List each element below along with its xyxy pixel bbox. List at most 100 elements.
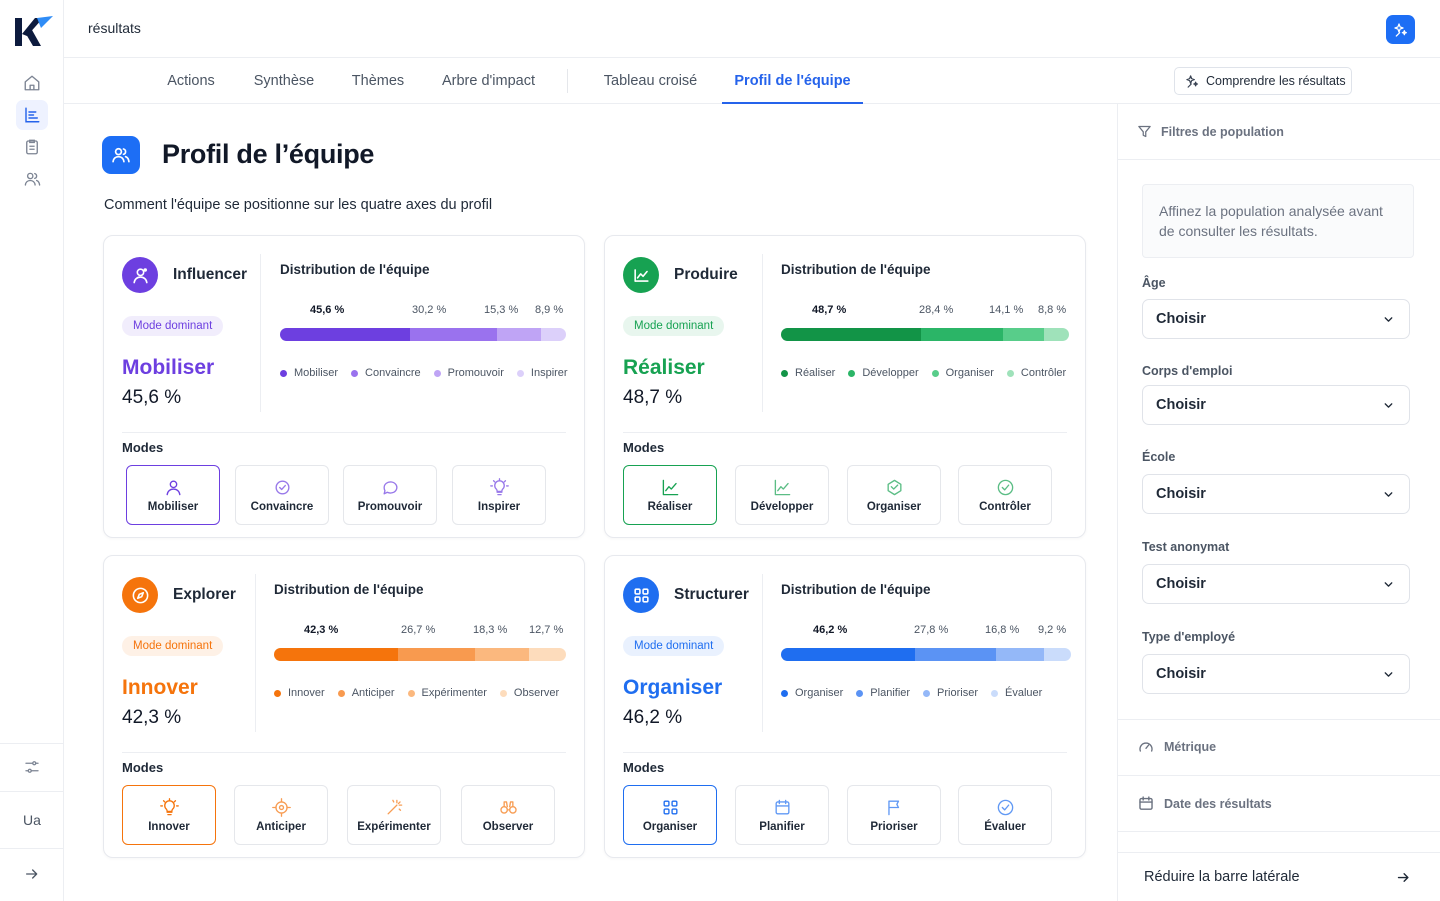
- rail-divider: [0, 791, 63, 792]
- app-logo[interactable]: [11, 14, 53, 50]
- rail-divider: [0, 848, 63, 849]
- distribution-segment-anticiper: [397, 648, 476, 661]
- dominant-badge: Mode dominant: [122, 316, 224, 336]
- mode-button-inspirer[interactable]: Inspirer: [452, 465, 546, 525]
- filter-age-value: Choisir: [1156, 311, 1206, 327]
- dominant-badge: Mode dominant: [623, 636, 725, 656]
- filter-anonymat-select[interactable]: Choisir: [1142, 564, 1410, 604]
- badge-icon: [274, 479, 290, 495]
- distribution-label: 42,3 %: [304, 624, 339, 636]
- rail-users-icon[interactable]: [16, 164, 48, 194]
- chevron-down-icon: [1384, 402, 1393, 408]
- profile-card-explorer: Explorer Mode dominant Innover 42,3 % Distri…: [103, 555, 585, 858]
- legend-label: Organiser: [945, 367, 994, 379]
- card-divider: [762, 574, 763, 732]
- legend-item: Contrôler: [1006, 367, 1066, 379]
- date-section[interactable]: Date des résultats: [1137, 795, 1272, 812]
- tab-themes[interactable]: Thèmes: [351, 73, 405, 89]
- mode-button-organiser[interactable]: Organiser: [847, 465, 941, 525]
- mode-button-observer[interactable]: Observer: [461, 785, 555, 845]
- mode-button-réaliser[interactable]: Réaliser: [623, 465, 717, 525]
- tab-divider: [567, 69, 568, 93]
- distribution-segment-observer: [528, 648, 566, 661]
- filter-type-select[interactable]: Choisir: [1142, 654, 1410, 694]
- card-divider: [623, 432, 1067, 433]
- comprendre-resultats-button[interactable]: Comprendre les résultats: [1174, 67, 1352, 95]
- sidebar-divider: [1117, 104, 1118, 901]
- rail-home-icon[interactable]: [16, 68, 48, 98]
- distribution-bar: [781, 328, 1069, 341]
- axis-name: Produire: [674, 266, 738, 283]
- mode-button-contrôler[interactable]: Contrôler: [958, 465, 1052, 525]
- filter-age-select[interactable]: Choisir: [1142, 299, 1410, 339]
- sidebar-divider: [1118, 831, 1440, 832]
- mode-button-innover[interactable]: Innover: [122, 785, 216, 845]
- card-divider: [762, 254, 763, 412]
- distribution-legend: Innover Anticiper Expérimenter Observer: [274, 687, 559, 699]
- metric-label: Métrique: [1164, 740, 1217, 754]
- distribution-label: 15,3 %: [484, 304, 519, 316]
- tab-actions[interactable]: Actions: [167, 73, 215, 89]
- arrow-right-icon[interactable]: [1396, 870, 1411, 885]
- mode-button-développer[interactable]: Développer: [735, 465, 829, 525]
- dominant-mode: Réaliser: [623, 356, 705, 379]
- rail-divider: [0, 743, 63, 744]
- user-avatar[interactable]: Ua: [23, 812, 41, 828]
- filter-ecole-select[interactable]: Choisir: [1142, 474, 1410, 514]
- mode-button-évaluer[interactable]: Évaluer: [958, 785, 1052, 845]
- mode-button-expérimenter[interactable]: Expérimenter: [347, 785, 441, 845]
- filters-hint: Affinez la population analysée avant de …: [1142, 184, 1414, 258]
- collapse-sidebar-button[interactable]: Réduire la barre latérale: [1144, 869, 1300, 885]
- tab-tableau-croise[interactable]: Tableau croisé: [603, 73, 698, 89]
- mode-button-prioriser[interactable]: Prioriser: [847, 785, 941, 845]
- distribution-label: 14,1 %: [989, 304, 1024, 316]
- profile-card-influencer: Influencer Mode dominant Mobiliser 45,6 % Di…: [103, 235, 585, 538]
- distribution-segment-prioriser: [995, 648, 1045, 661]
- mode-button-mobiliser[interactable]: Mobiliser: [126, 465, 220, 525]
- rail-expand-icon[interactable]: [16, 859, 48, 889]
- filter-corps-select[interactable]: Choisir: [1142, 385, 1410, 425]
- distribution-label: 45,6 %: [310, 304, 345, 316]
- rail-results-icon[interactable]: [16, 100, 48, 130]
- legend-item: Anticiper: [337, 687, 395, 699]
- legend-label: Innover: [288, 687, 325, 699]
- filters-header[interactable]: Filtres de population: [1137, 124, 1284, 139]
- mode-button-anticiper[interactable]: Anticiper: [234, 785, 328, 845]
- binoculars-icon: [499, 800, 517, 814]
- mode-button-convaincre[interactable]: Convaincre: [235, 465, 329, 525]
- mode-button-organiser[interactable]: Organiser: [623, 785, 717, 845]
- legend-label: Développer: [862, 367, 919, 379]
- rail-settings-icon[interactable]: [16, 752, 48, 782]
- distribution-bar: [274, 648, 566, 661]
- metric-section[interactable]: Métrique: [1137, 739, 1216, 755]
- legend-dot: [516, 369, 524, 377]
- distribution-segment-inspirer: [540, 328, 566, 341]
- grid-icon: [662, 799, 678, 815]
- flag-icon: [887, 799, 899, 815]
- ai-assistant-button[interactable]: [1386, 15, 1415, 44]
- distribution-label: 30,2 %: [412, 304, 447, 316]
- legend-dot: [931, 369, 939, 377]
- tab-arbre-impact[interactable]: Arbre d'impact: [441, 73, 536, 89]
- distribution-segment-évaluer: [1044, 648, 1071, 661]
- mode-label: Anticiper: [256, 820, 306, 833]
- mode-button-planifier[interactable]: Planifier: [735, 785, 829, 845]
- distribution-segment-organiser: [1003, 328, 1044, 341]
- legend-label: Inspirer: [530, 367, 568, 379]
- breadcrumb[interactable]: résultats: [88, 20, 141, 36]
- tab-profil-equipe[interactable]: Profil de l'équipe: [722, 58, 863, 104]
- legend-item: Observer: [499, 687, 559, 699]
- dominant-percent: 48,7 %: [623, 387, 683, 408]
- mode-button-promouvoir[interactable]: Promouvoir: [343, 465, 437, 525]
- sidebar-divider: [1118, 719, 1440, 720]
- check-icon: [997, 799, 1013, 815]
- profile-card-structurer: Structurer Mode dominant Organiser 46,2 % Di…: [604, 555, 1086, 858]
- legend-dot: [781, 369, 788, 377]
- modes-label: Modes: [623, 760, 665, 775]
- legend-label: Évaluer: [1005, 687, 1043, 699]
- sparkle-icon: [1393, 22, 1407, 37]
- distribution-segment-promouvoir: [496, 328, 541, 341]
- rail-survey-icon[interactable]: [16, 132, 48, 162]
- distribution-title: Distribution de l'équipe: [274, 582, 424, 597]
- tab-synthese[interactable]: Synthèse: [253, 73, 315, 89]
